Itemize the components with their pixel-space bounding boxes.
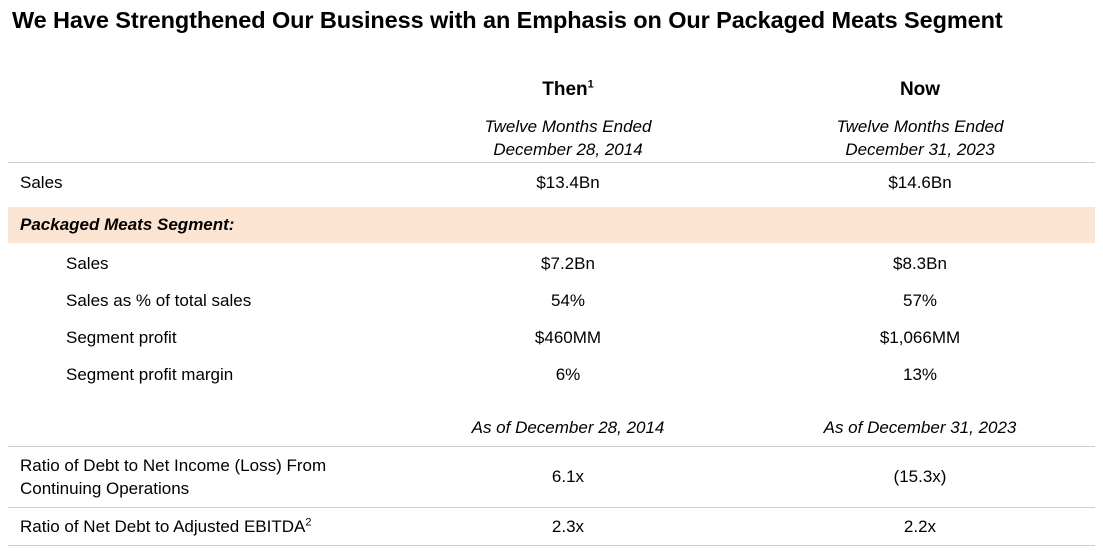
divider (8, 545, 1095, 546)
row-label: Segment profit margin (66, 365, 234, 384)
divider (8, 162, 1095, 163)
row-label: Ratio of Debt to Net Income (Loss) From … (20, 454, 326, 500)
then-column-header: Then1 (542, 78, 594, 100)
row-label: Sales as % of total sales (66, 291, 252, 310)
now-value: $1,066MM (879, 328, 961, 347)
row-label: Ratio of Net Debt to Adjusted EBITDA2 (20, 516, 312, 536)
table-row-debt-ratio: Ratio of Debt to Net Income (Loss) From … (0, 447, 1103, 506)
row-label-line1: Ratio of Debt to Net Income (Loss) From (20, 456, 327, 475)
now-value: 2.2x (903, 517, 937, 536)
then-period: Twelve Months Ended December 28, 2014 (408, 115, 728, 161)
now-value: 57% (902, 291, 938, 310)
segment-header: Packaged Meats Segment: (20, 215, 235, 234)
divider (8, 507, 1095, 508)
divider (8, 446, 1095, 447)
then-period-line1: Twelve Months Ended (484, 117, 652, 136)
table-row-seg-sales: Sales $7.2Bn $8.3Bn (0, 245, 1103, 282)
then-value: 54% (550, 291, 586, 310)
then-value: $460MM (534, 328, 602, 347)
row-label-line2: Continuing Operations (20, 479, 190, 498)
now-period-line2: December 31, 2023 (845, 140, 995, 159)
then-value: 2.3x (551, 517, 585, 536)
page-title: We Have Strengthened Our Business with a… (12, 7, 1003, 33)
row-label: Segment profit (66, 328, 177, 347)
then-value: 6.1x (551, 467, 585, 486)
then-value: $7.2Bn (541, 254, 595, 273)
now-column-header: Now (899, 79, 941, 100)
then-value: $13.4Bn (536, 173, 600, 192)
then-value: 6% (555, 365, 581, 384)
table-row-seg-margin: Segment profit margin 6% 13% (0, 356, 1103, 393)
table-row-net-debt: Ratio of Net Debt to Adjusted EBITDA2 2.… (0, 508, 1103, 545)
now-period-line1: Twelve Months Ended (836, 117, 1004, 136)
now-value: $8.3Bn (893, 254, 947, 273)
table-row-seg-profit: Segment profit $460MM $1,066MM (0, 319, 1103, 356)
table-row-sales: Sales $13.4Bn $14.6Bn (0, 164, 1103, 201)
now-as-of: As of December 31, 2023 (823, 418, 1017, 437)
then-footnote-marker: 1 (587, 78, 594, 91)
then-as-of: As of December 28, 2014 (471, 418, 665, 437)
now-value: $14.6Bn (888, 173, 952, 192)
now-value: 13% (902, 365, 938, 384)
net-debt-footnote-marker: 2 (305, 516, 312, 529)
now-period: Twelve Months Ended December 31, 2023 (760, 115, 1080, 161)
table-row-seg-pct: Sales as % of total sales 54% 57% (0, 282, 1103, 319)
row-label: Sales (66, 254, 109, 273)
now-value: (15.3x) (893, 467, 947, 486)
then-period-line2: December 28, 2014 (493, 140, 643, 159)
row-label: Sales (20, 173, 63, 192)
segment-header-band: Packaged Meats Segment: (8, 207, 1095, 243)
